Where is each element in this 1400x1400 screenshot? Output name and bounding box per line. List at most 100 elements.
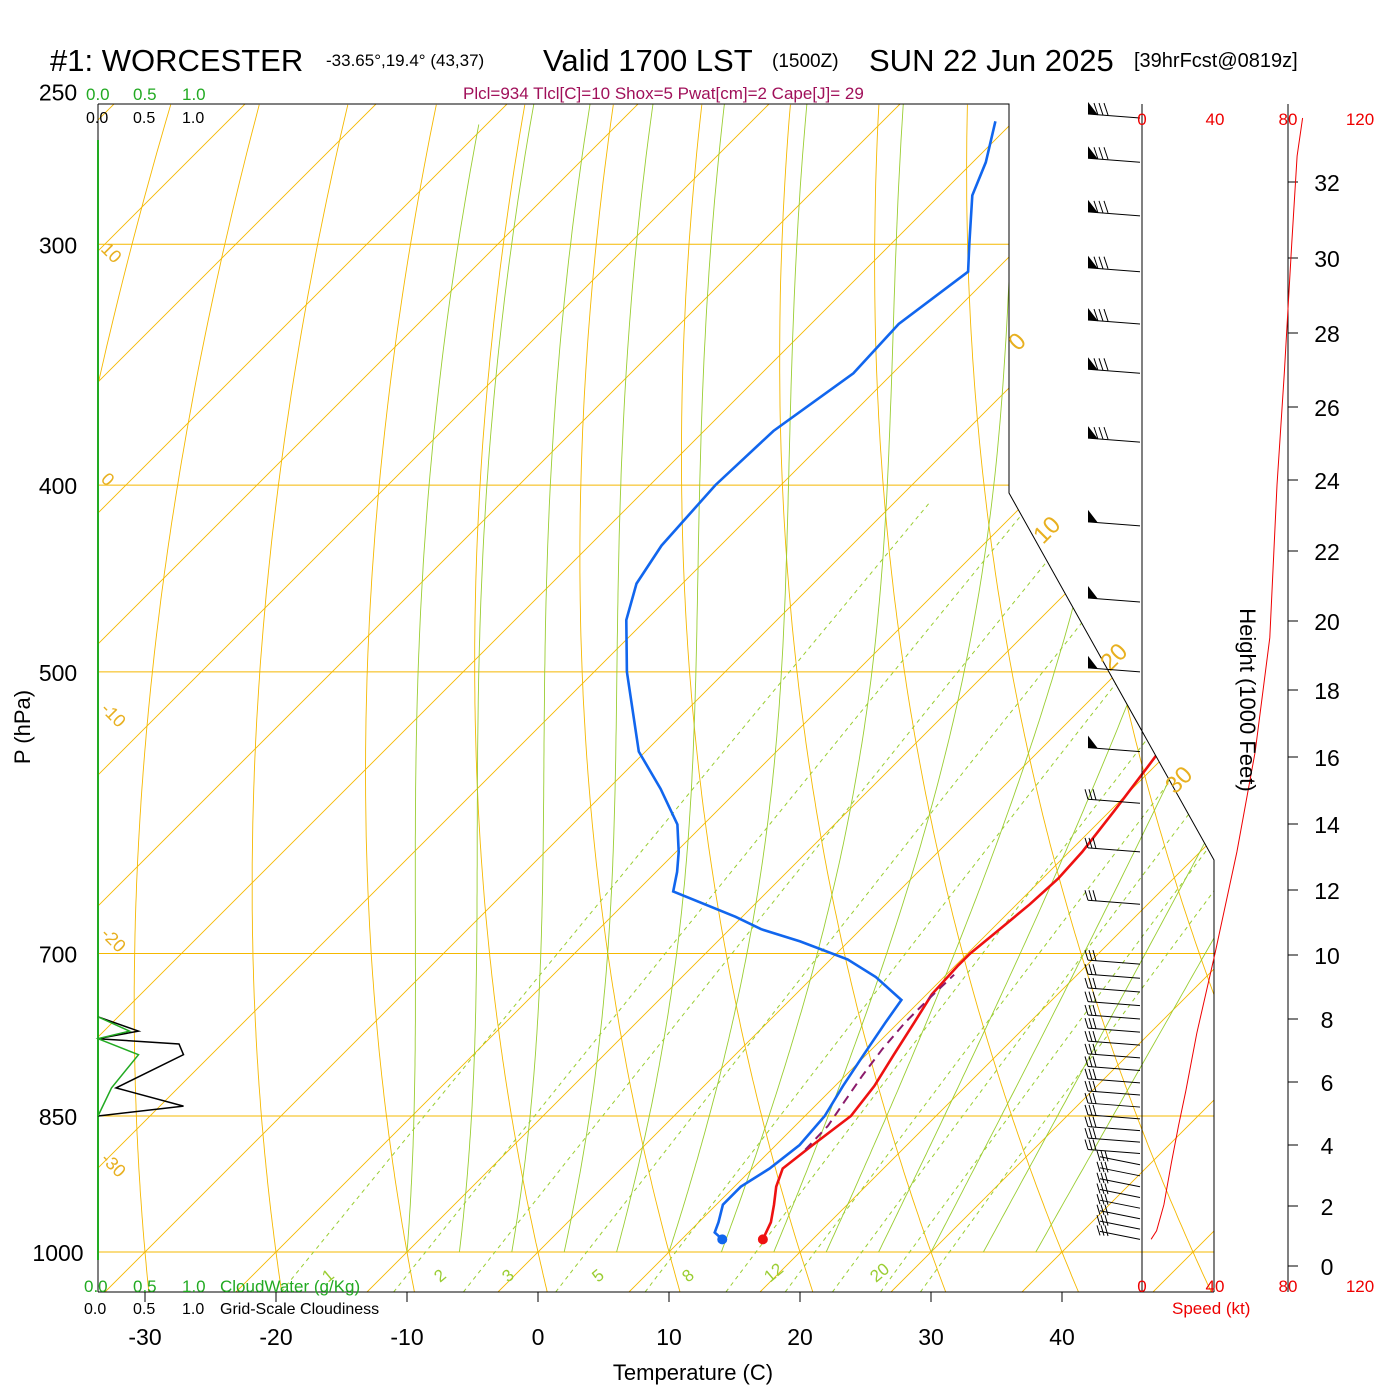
wind-barb-feather — [1084, 950, 1089, 961]
dry-adiabat — [251, 104, 349, 1292]
isotherm-line — [98, 104, 1163, 1292]
wind-barb-staff — [1087, 1065, 1141, 1071]
wind-barb-staff — [1087, 1090, 1141, 1096]
wind-barb-feather — [1092, 977, 1097, 989]
top-speed-2: 80 — [1279, 110, 1298, 129]
valid-zulu: (1500Z) — [772, 51, 839, 72]
theta-label: 0 — [1003, 328, 1032, 357]
moist-adiabat — [563, 104, 656, 1253]
dry-adiabat — [779, 104, 947, 1292]
dry-adiabat — [579, 104, 681, 1292]
top-speed-3: 120 — [1346, 110, 1374, 129]
y-tick-label: 500 — [39, 660, 77, 686]
wind-barb-staff — [1087, 1014, 1141, 1020]
surface-temperature-dot — [757, 1234, 768, 1245]
station-title: #1: WORCESTER — [50, 43, 303, 78]
isotherm-label: -30 — [97, 1149, 130, 1182]
isotherm-line — [98, 104, 901, 1292]
wind-barb-feather — [1096, 1183, 1101, 1194]
wind-barb-feather — [1084, 1004, 1089, 1016]
moist-adiabat — [668, 104, 809, 1253]
isotherm-label: 10 — [97, 239, 125, 267]
wind-barb-feather — [1100, 1161, 1105, 1173]
mixing-ratio-line — [463, 503, 1095, 1292]
height-tick-label: 8 — [1321, 1007, 1334, 1033]
wind-barb-feather — [1092, 1043, 1097, 1055]
mixing-ratio-line — [644, 503, 1214, 1292]
mixing-ratio-line — [919, 503, 1214, 1292]
wind-barb-feather — [1088, 890, 1093, 901]
moist-adiabat — [1035, 104, 1214, 1253]
wind-barb-feather — [1096, 1161, 1101, 1172]
mixing-ratio-label: 12 — [760, 1259, 787, 1286]
mixing-ratio-label: 8 — [678, 1265, 697, 1286]
wind-barb-staff — [1087, 1053, 1141, 1059]
wind-barb-feather — [1096, 1194, 1101, 1205]
wind-barb-feather — [1092, 837, 1097, 849]
right-boundary — [98, 103, 1215, 1292]
wind-barb-pennant — [1088, 586, 1098, 600]
theta-label: 10 — [1028, 511, 1066, 549]
wind-barb-feather — [1092, 1068, 1097, 1080]
dry-adiabat — [133, 104, 260, 1292]
wind-barb-feather — [1088, 1104, 1093, 1116]
mixing-ratio-label: 5 — [588, 1265, 607, 1286]
wind-barb-feather — [1088, 1043, 1093, 1055]
wind-barb-feather — [1103, 426, 1109, 440]
bottom-cloudiness-2: 1.0 — [182, 1301, 204, 1318]
wind-barb-feather — [1100, 1225, 1105, 1236]
height-tick-label: 18 — [1314, 678, 1340, 704]
dry-adiabat — [1143, 104, 1214, 1292]
bottom-cloudwater-0: 0.0 — [84, 1277, 108, 1296]
dry-adiabat — [98, 104, 172, 1292]
wind-barb-feather — [1093, 200, 1099, 214]
height-tick-label: 22 — [1314, 539, 1340, 565]
wind-barb-feather — [1096, 1225, 1101, 1236]
wind-barb-staff — [1087, 987, 1141, 993]
mixing-ratio-label: 20 — [866, 1259, 893, 1286]
height-axis-title: Height (1000 Feet) — [1235, 608, 1260, 791]
wind-barb-feather — [1100, 1194, 1105, 1205]
grid-lines — [98, 104, 1214, 1292]
wind-barb-feather — [1092, 789, 1097, 800]
top-cloudwater-0: 0.0 — [86, 85, 110, 104]
wind-barb-feather — [1104, 1204, 1109, 1216]
wind-barb-staff — [1099, 1230, 1141, 1240]
mixing-ratio-line — [831, 503, 1214, 1292]
wind-barb-pennant — [1088, 308, 1098, 322]
data-series — [624, 117, 1214, 1245]
wind-barb-feather — [1084, 991, 1089, 1002]
bottom-speed-1: 40 — [1206, 1277, 1225, 1296]
bottom-speed-3: 120 — [1346, 1277, 1374, 1296]
height-tick-label: 16 — [1314, 745, 1340, 771]
y-tick-label: 250 — [39, 80, 77, 106]
y-tick-label: 1000 — [32, 1240, 83, 1266]
height-tick-label: 14 — [1314, 812, 1340, 838]
wind-barb-feather — [1104, 1225, 1109, 1237]
moist-adiabat — [983, 104, 1214, 1253]
wind-barb-feather — [1084, 837, 1089, 849]
wind-barb-feather — [1084, 1043, 1089, 1055]
isotherm-line — [98, 104, 1032, 1292]
wind-barb-feather — [1092, 964, 1097, 975]
dry-adiabat — [874, 104, 1079, 1292]
mixing-ratio-line — [280, 503, 930, 1292]
moist-adiabat — [616, 104, 727, 1253]
wind-barb-staff — [1087, 847, 1141, 853]
wind-barbs — [1084, 102, 1141, 1240]
top-cloudiness-1: 0.5 — [133, 110, 155, 127]
wind-barb-staff — [1087, 1001, 1141, 1007]
cloudwater-label: CloudWater (g/Kg) — [220, 1277, 360, 1296]
height-tick-label: 28 — [1314, 321, 1340, 347]
cloudwater-line — [95, 1016, 140, 1117]
isotherm-line — [1152, 104, 1214, 1292]
wind-barb-feather — [1096, 1204, 1101, 1215]
mixing-ratio-line — [784, 503, 1214, 1292]
wind-barb-feather — [1092, 1092, 1097, 1104]
height-tick-label: 10 — [1314, 943, 1340, 969]
isotherm-line — [98, 104, 770, 1292]
mixing-ratio-line — [555, 503, 1178, 1292]
wind-barb-staff — [1087, 1114, 1141, 1120]
wind-barb-staff — [1087, 1126, 1141, 1132]
